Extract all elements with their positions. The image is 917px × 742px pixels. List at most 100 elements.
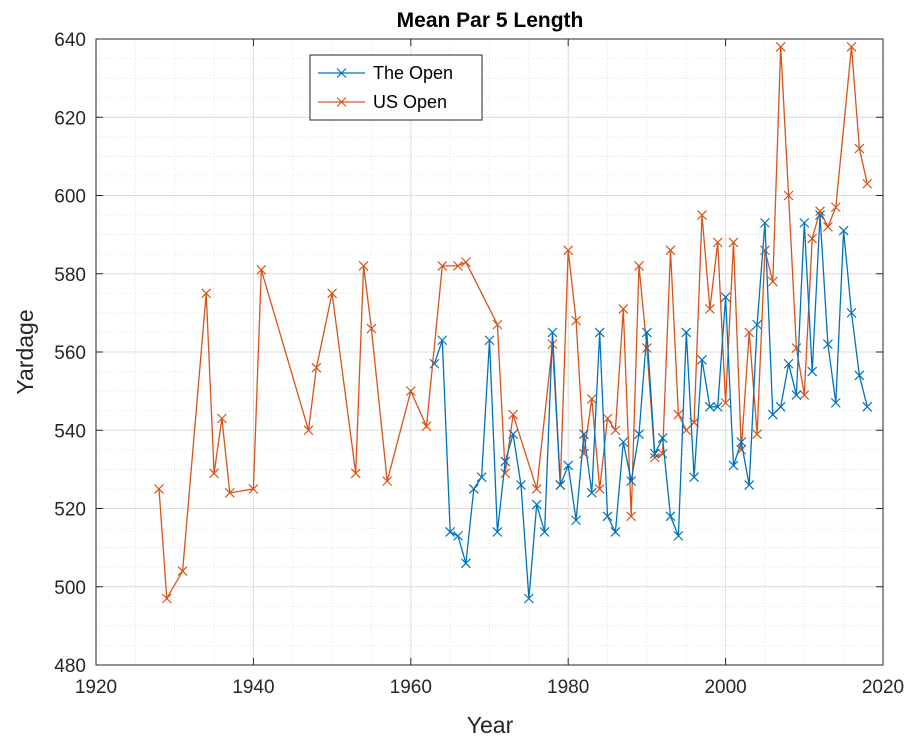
data-point-marker [657, 433, 668, 443]
data-point-marker [492, 527, 503, 537]
legend: The Open US Open [309, 54, 483, 121]
data-point-marker [531, 484, 542, 494]
data-point-marker [775, 41, 786, 52]
data-point-marker [256, 264, 267, 275]
legend-marker [336, 97, 347, 107]
data-point-marker [350, 468, 361, 479]
data-point-marker [516, 480, 526, 490]
y-tick-label: 520 [54, 500, 86, 521]
y-tick-label: 640 [54, 30, 86, 51]
data-point-marker [744, 327, 755, 338]
data-point-marker [791, 343, 802, 354]
data-point-marker [453, 530, 463, 541]
data-point-marker [665, 245, 676, 256]
tick-labels: 1920 1940 1960 1980 2000 2020 480 500 520 540 560 5… [54, 30, 904, 698]
data-point-marker [799, 217, 810, 228]
y-tick-label: 560 [54, 343, 86, 364]
data-point-marker [429, 358, 440, 369]
data-point-marker [594, 484, 605, 494]
data-point-marker [216, 413, 227, 424]
data-point-marker [673, 409, 684, 420]
data-point-marker [854, 370, 865, 381]
y-tick-label: 480 [54, 656, 86, 677]
data-point-marker [453, 261, 463, 271]
data-point-marker [657, 448, 668, 459]
data-point-marker [822, 221, 833, 232]
data-point-marker [704, 304, 715, 314]
chart-title: Mean Par 5 Length [397, 9, 584, 32]
data-point-marker [720, 397, 731, 408]
data-point-marker [358, 261, 369, 271]
data-point-marker [728, 460, 739, 471]
data-point-marker [594, 327, 605, 338]
data-point-marker [405, 386, 416, 397]
data-point-marker [421, 421, 432, 432]
y-tick-label: 500 [54, 578, 86, 599]
legend-label: The Open [373, 63, 453, 83]
data-point-marker [547, 327, 558, 338]
data-point-marker [641, 343, 652, 354]
data-point-marker [791, 390, 802, 400]
data-point-marker [712, 237, 723, 248]
x-tick-label: 1920 [75, 677, 117, 698]
data-point-marker [830, 397, 841, 408]
data-point-marker [460, 257, 471, 267]
data-point-marker [161, 593, 172, 604]
data-point-marker [531, 499, 542, 510]
data-point-marker [177, 566, 188, 577]
data-point-marker [460, 558, 471, 569]
data-point-marker [610, 527, 621, 537]
data-point-marker [571, 315, 581, 326]
data-point-marker [154, 484, 164, 494]
data-point-marker [822, 339, 833, 350]
data-point-marker [523, 593, 534, 604]
data-point-marker [571, 515, 581, 526]
x-tick-label: 2000 [704, 677, 746, 698]
data-point-marker [468, 484, 479, 494]
data-point-marker [476, 472, 487, 483]
data-point-marker [815, 206, 825, 217]
data-point-marker [704, 401, 715, 412]
data-point-marker [366, 323, 377, 334]
data-point-marker [649, 452, 660, 463]
data-point-marker [303, 425, 314, 436]
data-point-marker [508, 429, 519, 440]
data-point-marker [626, 476, 637, 487]
x-tick-label: 2020 [862, 677, 904, 698]
data-point-marker [760, 217, 770, 228]
series-the-open [429, 210, 873, 604]
data-point-marker [665, 511, 676, 522]
data-point-marker [610, 425, 621, 436]
data-point-marker [736, 437, 747, 447]
data-point-marker [807, 366, 818, 377]
data-point-marker [224, 487, 235, 498]
data-point-marker [555, 480, 566, 490]
data-point-marker [830, 202, 841, 213]
axis-ticks [95, 38, 884, 666]
data-point-marker [744, 480, 755, 490]
y-tick-label: 580 [54, 265, 86, 286]
data-point-marker [697, 210, 707, 220]
data-point-marker [752, 319, 763, 330]
data-point-marker [586, 487, 597, 498]
y-tick-label: 600 [54, 187, 86, 208]
series-layer [154, 41, 873, 604]
data-point-marker [862, 401, 873, 412]
data-point-marker [437, 335, 448, 346]
data-point-marker [752, 429, 763, 440]
data-point-marker [649, 448, 660, 459]
data-point-marker [681, 327, 692, 338]
x-tick-label: 1980 [547, 677, 589, 698]
data-point-marker [634, 429, 644, 440]
legend-items: The Open US Open [318, 63, 453, 112]
data-point-marker [854, 143, 865, 154]
data-point-marker [712, 401, 723, 412]
data-point-marker [720, 292, 731, 303]
data-point-marker [500, 468, 511, 479]
data-point-marker [492, 319, 503, 330]
data-point-marker [767, 276, 778, 287]
data-point-marker [201, 288, 212, 299]
data-point-marker [437, 261, 448, 271]
data-point-marker [327, 288, 338, 299]
